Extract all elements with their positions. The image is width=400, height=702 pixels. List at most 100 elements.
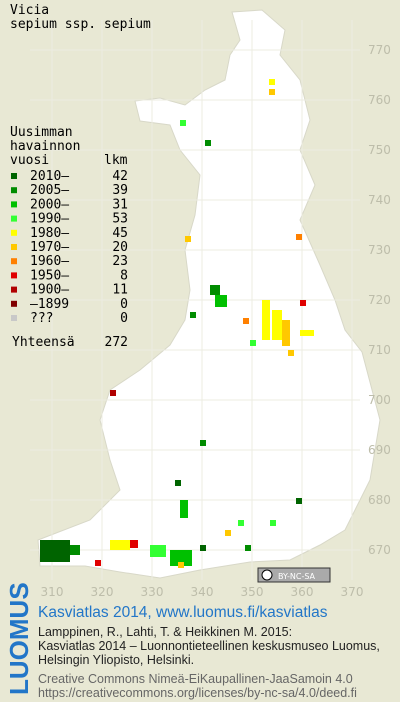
square xyxy=(178,562,184,568)
legend-swatch xyxy=(11,300,17,307)
square xyxy=(70,545,80,555)
license-text: https://creativecommons.org/licenses/by-… xyxy=(38,686,357,700)
legend-label: 1950– xyxy=(30,268,69,283)
title-taxon: sepium ssp. sepium xyxy=(10,17,151,32)
grid-label: 370 xyxy=(341,585,364,599)
grid-label: 350 xyxy=(241,585,264,599)
legend-label: ??? xyxy=(30,311,53,326)
square xyxy=(150,545,166,557)
legend-label: 1970– xyxy=(30,240,69,255)
badge-box xyxy=(257,567,331,583)
legend-heading: Uusimman xyxy=(10,125,73,140)
square xyxy=(205,140,211,146)
legend-count-heading: lkm xyxy=(104,153,128,168)
legend-swatch xyxy=(11,272,17,279)
legend-count: 31 xyxy=(112,197,128,212)
grid-label: 760 xyxy=(368,93,391,107)
square xyxy=(296,234,302,240)
square xyxy=(175,480,181,486)
grid-label: 690 xyxy=(368,443,391,457)
grid-label: 710 xyxy=(368,343,391,357)
legend-swatch xyxy=(11,244,17,250)
grid-label: 730 xyxy=(368,243,391,257)
occurrence-squares xyxy=(40,79,314,568)
grid-label: 340 xyxy=(191,585,214,599)
square xyxy=(238,520,244,526)
grid-label: 680 xyxy=(368,493,391,507)
citation: Kasviatlas 2014 – Luonnontieteellinen ke… xyxy=(38,639,380,653)
square xyxy=(272,310,282,340)
grid-label: 700 xyxy=(368,393,391,407)
square xyxy=(170,550,192,566)
square xyxy=(200,440,206,446)
grid-label: 740 xyxy=(368,193,391,207)
square xyxy=(200,545,206,551)
square xyxy=(245,545,251,551)
square xyxy=(296,498,302,504)
grid-label: 310 xyxy=(41,585,64,599)
square xyxy=(210,285,220,295)
citation: Helsingin Yliopisto, Helsinki. xyxy=(38,653,194,667)
square xyxy=(270,520,276,526)
legend-label: 2005– xyxy=(30,183,69,198)
square xyxy=(185,236,191,242)
square xyxy=(250,340,256,346)
legend-count: 8 xyxy=(120,268,128,283)
square xyxy=(130,540,138,548)
legend-count: 0 xyxy=(120,311,128,326)
grid-label: 330 xyxy=(141,585,164,599)
legend-heading: vuosi xyxy=(10,153,49,168)
legend-label: 1990– xyxy=(30,212,69,227)
grid-label: 720 xyxy=(368,293,391,307)
square xyxy=(190,312,196,318)
square xyxy=(288,350,294,356)
square xyxy=(300,300,306,306)
square xyxy=(40,540,70,562)
legend-count: 45 xyxy=(112,226,128,241)
legend-label: –1899 xyxy=(30,297,69,312)
legend-swatch xyxy=(11,286,17,293)
grid-label: 360 xyxy=(291,585,314,599)
grid-label: 320 xyxy=(91,585,114,599)
square xyxy=(110,540,130,550)
legend-count: 39 xyxy=(112,183,128,198)
legend-swatch xyxy=(11,258,17,265)
legend-label: 2010– xyxy=(30,169,69,184)
legend-count: 0 xyxy=(120,297,128,312)
legend-count: 11 xyxy=(112,283,128,298)
title-genus: Vicia xyxy=(10,3,49,18)
citation: Lamppinen, R., Lahti, T. & Heikkinen M. … xyxy=(38,625,292,639)
legend-total-count: 272 xyxy=(105,335,128,350)
legend-heading: havainnon xyxy=(10,139,80,154)
square xyxy=(243,318,249,324)
legend-swatch xyxy=(11,229,17,236)
legend-count: 42 xyxy=(112,169,128,184)
badge-text: BY-NC-SA xyxy=(278,572,316,581)
legend-swatch xyxy=(11,173,17,179)
license-badge: BY-NC-SA xyxy=(257,567,331,583)
square xyxy=(110,390,116,396)
square xyxy=(215,295,227,307)
grid-label: 750 xyxy=(368,143,391,157)
square xyxy=(225,530,231,536)
square xyxy=(180,120,186,126)
license-text: Creative Commons Nimeä-EiKaupallinen-Jaa… xyxy=(38,672,353,686)
square xyxy=(180,500,188,518)
legend-total-label: Yhteensä xyxy=(12,335,75,350)
legend-count: 53 xyxy=(112,212,128,227)
square xyxy=(269,79,275,85)
legend-swatch xyxy=(11,201,17,208)
grid-label: 670 xyxy=(368,543,391,557)
legend-label: 2000– xyxy=(30,197,69,212)
legend-swatch xyxy=(11,215,17,222)
grid-label: 770 xyxy=(368,43,391,57)
legend-count: 23 xyxy=(112,254,128,269)
cc-icon xyxy=(261,569,273,581)
square xyxy=(282,320,290,346)
square xyxy=(262,300,270,340)
legend-label: 1900– xyxy=(30,283,69,298)
legend-swatch xyxy=(11,187,17,194)
legend-swatch xyxy=(11,315,17,321)
